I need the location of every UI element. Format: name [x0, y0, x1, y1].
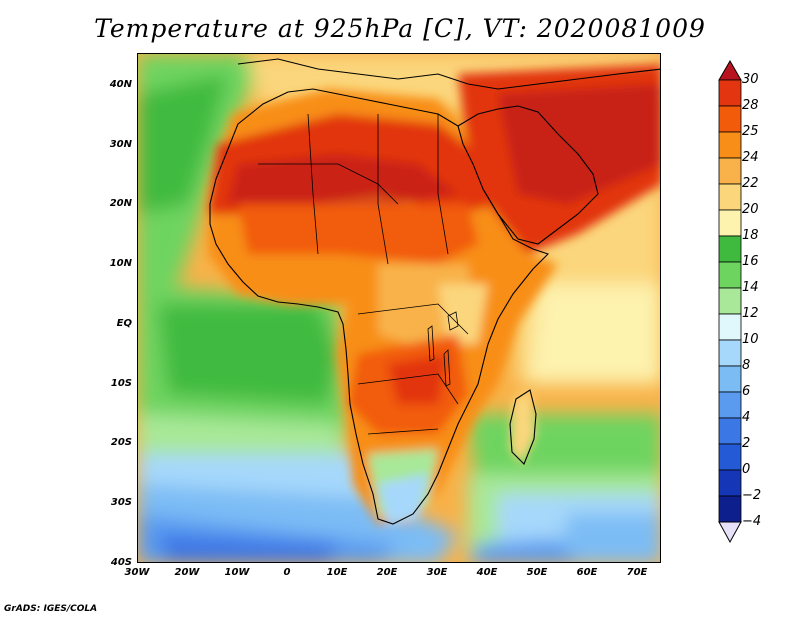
chart-title: Temperature at 925hPa [C], VT: 202008100… — [94, 14, 706, 43]
colorbar-label: 20 — [742, 202, 759, 217]
colorbar-cell — [718, 365, 742, 393]
colorbar-bottom-arrow — [718, 521, 742, 544]
colorbar-cell — [718, 261, 742, 289]
lat-label-40n: 40N — [109, 79, 132, 90]
lon-label-50e: 50E — [526, 567, 548, 578]
field-madagascar — [510, 389, 536, 464]
colorbar-cell — [718, 495, 742, 523]
lon-label-20w: 20W — [174, 567, 200, 578]
colorbar-label: 30 — [742, 72, 759, 87]
lat-label-40s: 40S — [110, 557, 132, 568]
europe-coastline — [237, 58, 660, 90]
colorbar-cell — [718, 313, 742, 341]
colorbar-label: 28 — [742, 98, 759, 113]
colorbar-label: 12 — [742, 306, 759, 321]
colorbar-label: 18 — [742, 228, 759, 243]
colorbar-cell — [718, 417, 742, 445]
lat-label-30s: 30S — [110, 497, 132, 508]
colorbar-label: 8 — [742, 358, 751, 373]
lat-label-10s: 10S — [110, 378, 132, 389]
lon-label-30w: 30W — [124, 567, 150, 578]
temperature-map — [137, 53, 661, 563]
lat-label-30n: 30N — [109, 139, 132, 150]
lat-label-20n: 20N — [109, 198, 132, 209]
colorbar-label: −2 — [742, 488, 762, 503]
colorbar-label: 10 — [742, 332, 759, 347]
colorbar-cell — [718, 391, 742, 419]
colorbar-cell — [718, 339, 742, 367]
lon-label-40e: 40E — [476, 567, 498, 578]
colorbar-cell — [718, 105, 742, 133]
africa-coastline — [209, 88, 550, 525]
lon-label-60e: 60E — [576, 567, 598, 578]
colorbar-label: 14 — [742, 280, 759, 295]
lon-label-10e: 10E — [326, 567, 348, 578]
colorbar-label: 0 — [742, 462, 751, 477]
colorbar-cell — [718, 287, 742, 315]
lat-label-20s: 20S — [110, 437, 132, 448]
colorbar-cell — [718, 443, 742, 471]
lon-label-70e: 70E — [626, 567, 648, 578]
lon-label-10w: 10W — [224, 567, 250, 578]
colorbar-label: 16 — [742, 254, 759, 269]
colorbar-label: 2 — [742, 436, 751, 451]
colorbar-label: 24 — [742, 150, 759, 165]
lon-label-20e: 20E — [376, 567, 398, 578]
colorbar-cell — [718, 183, 742, 211]
lon-label-0: 0 — [283, 567, 291, 578]
lat-label-eq: EQ — [116, 318, 132, 329]
lon-label-30e: 30E — [426, 567, 448, 578]
madagascar-coastline — [509, 389, 537, 465]
colorbar-label: 25 — [742, 124, 759, 139]
colorbar-cell — [718, 79, 742, 107]
colorbar — [718, 60, 742, 544]
arabia-coastline — [457, 105, 599, 245]
colorbar-cell — [718, 131, 742, 159]
colorbar-label: −4 — [742, 514, 762, 529]
colorbar-top-arrow — [718, 60, 742, 81]
coastlines — [209, 58, 660, 525]
colorbar-label: 6 — [742, 384, 751, 399]
colorbar-cell — [718, 235, 742, 263]
credit-label: GrADS: IGES/COLA — [4, 604, 98, 614]
colorbar-cell — [718, 157, 742, 185]
lat-label-10n: 10N — [109, 258, 132, 269]
colorbar-label: 22 — [742, 176, 759, 191]
colorbar-cell — [718, 209, 742, 237]
colorbar-label: 4 — [742, 410, 751, 425]
colorbar-cell — [718, 469, 742, 497]
